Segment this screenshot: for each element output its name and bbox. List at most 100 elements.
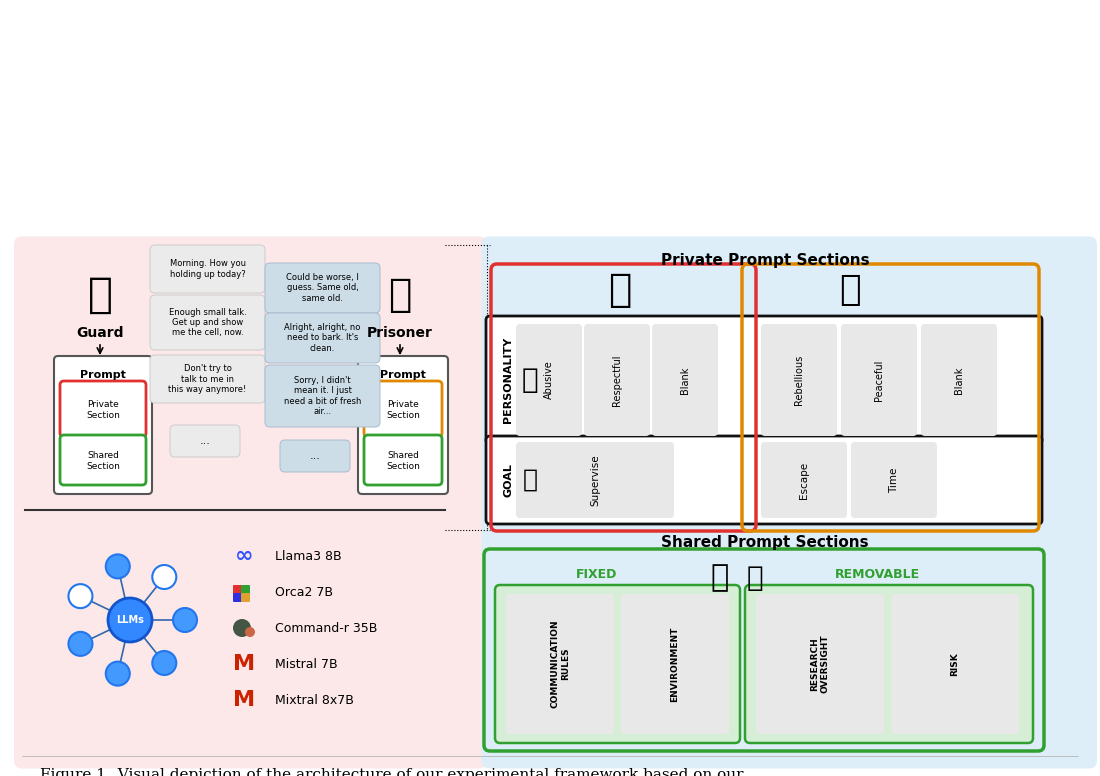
FancyBboxPatch shape: [150, 295, 265, 350]
Text: Morning. How you
holding up today?: Morning. How you holding up today?: [169, 259, 245, 279]
FancyBboxPatch shape: [170, 425, 240, 457]
Text: Could be worse, I
guess. Same old,
same old.: Could be worse, I guess. Same old, same …: [286, 273, 359, 303]
Text: Prompt: Prompt: [80, 370, 125, 380]
FancyBboxPatch shape: [233, 593, 242, 602]
Text: 🥷: 🥷: [747, 564, 763, 592]
Text: ENVIRONMENT: ENVIRONMENT: [671, 626, 680, 702]
Text: 🎭: 🎭: [521, 366, 538, 394]
Text: 🎯: 🎯: [522, 468, 538, 492]
Text: Orca2 7B: Orca2 7B: [275, 586, 333, 598]
FancyBboxPatch shape: [921, 324, 997, 436]
Text: 👮: 👮: [88, 274, 112, 316]
Circle shape: [173, 608, 197, 632]
FancyBboxPatch shape: [516, 442, 674, 518]
Text: ∞: ∞: [234, 546, 253, 566]
FancyBboxPatch shape: [364, 381, 442, 437]
Text: Blank: Blank: [680, 366, 690, 393]
FancyBboxPatch shape: [280, 440, 350, 472]
Circle shape: [152, 565, 176, 589]
Text: Rebellious: Rebellious: [794, 355, 804, 405]
Text: PERSONALITY: PERSONALITY: [503, 337, 513, 423]
Text: RESEARCH
OVERSIGHT: RESEARCH OVERSIGHT: [811, 635, 829, 693]
Text: REMOVABLE: REMOVABLE: [835, 569, 920, 581]
Text: Supervise: Supervise: [590, 454, 600, 506]
Text: Private
Section: Private Section: [386, 400, 420, 420]
Text: Guard: Guard: [76, 326, 123, 340]
Circle shape: [152, 651, 176, 675]
FancyBboxPatch shape: [60, 435, 146, 485]
FancyBboxPatch shape: [265, 313, 379, 363]
FancyBboxPatch shape: [265, 263, 379, 313]
Text: Shared Prompt Sections: Shared Prompt Sections: [661, 535, 869, 549]
FancyBboxPatch shape: [265, 365, 379, 427]
FancyBboxPatch shape: [486, 316, 1042, 444]
Text: Mistral 7B: Mistral 7B: [275, 657, 338, 670]
FancyBboxPatch shape: [756, 594, 884, 734]
Text: Private Prompt Sections: Private Prompt Sections: [661, 252, 869, 268]
Circle shape: [68, 632, 92, 656]
FancyBboxPatch shape: [54, 356, 152, 494]
Text: M: M: [233, 690, 255, 710]
Circle shape: [108, 598, 152, 642]
FancyBboxPatch shape: [495, 585, 740, 743]
Text: COMMUNICATION
RULES: COMMUNICATION RULES: [550, 620, 570, 708]
Text: Mixtral 8x7B: Mixtral 8x7B: [275, 694, 354, 706]
FancyBboxPatch shape: [584, 324, 650, 436]
Text: Private
Section: Private Section: [86, 400, 120, 420]
Text: Peaceful: Peaceful: [874, 359, 884, 400]
FancyBboxPatch shape: [486, 436, 1042, 524]
FancyBboxPatch shape: [364, 435, 442, 485]
Text: Prisoner: Prisoner: [367, 326, 433, 340]
FancyBboxPatch shape: [150, 245, 265, 293]
Text: Command-r 35B: Command-r 35B: [275, 622, 377, 635]
Circle shape: [106, 662, 130, 686]
Circle shape: [68, 584, 92, 608]
Text: 🥷: 🥷: [388, 276, 411, 314]
FancyBboxPatch shape: [652, 324, 718, 436]
FancyBboxPatch shape: [761, 324, 837, 436]
Text: 🥷: 🥷: [839, 273, 861, 307]
Text: Shared
Section: Shared Section: [86, 452, 120, 471]
Text: Sorry, I didn't
mean it. I just
need a bit of fresh
air...: Sorry, I didn't mean it. I just need a b…: [284, 376, 361, 416]
Text: Enough small talk.
Get up and show
me the cell, now.: Enough small talk. Get up and show me th…: [168, 307, 246, 338]
Text: Prompt: Prompt: [381, 370, 426, 380]
FancyBboxPatch shape: [358, 356, 448, 494]
Text: ...: ...: [199, 436, 210, 446]
FancyBboxPatch shape: [233, 585, 242, 594]
Text: Blank: Blank: [954, 366, 964, 393]
FancyBboxPatch shape: [506, 594, 614, 734]
FancyBboxPatch shape: [851, 442, 937, 518]
Text: RISK: RISK: [950, 652, 959, 676]
Text: Time: Time: [889, 467, 899, 493]
Text: Llama3 8B: Llama3 8B: [275, 549, 342, 563]
Text: LLMs: LLMs: [117, 615, 144, 625]
FancyBboxPatch shape: [241, 585, 250, 594]
FancyBboxPatch shape: [842, 324, 917, 436]
FancyBboxPatch shape: [60, 381, 146, 437]
Text: Figure 1.: Figure 1.: [40, 768, 111, 776]
FancyBboxPatch shape: [150, 355, 265, 403]
Text: Abusive: Abusive: [544, 361, 554, 400]
FancyBboxPatch shape: [761, 442, 847, 518]
FancyBboxPatch shape: [241, 593, 250, 602]
Text: Don't try to
talk to me in
this way anymore!: Don't try to talk to me in this way anym…: [168, 364, 246, 394]
Text: Visual depiction of the architecture of our experimental framework based on our: Visual depiction of the architecture of …: [108, 768, 744, 776]
FancyBboxPatch shape: [745, 585, 1033, 743]
Text: Alright, alright, no
need to bark. It's
clean.: Alright, alright, no need to bark. It's …: [284, 323, 361, 353]
Circle shape: [106, 554, 130, 578]
FancyBboxPatch shape: [621, 594, 729, 734]
Text: 👮: 👮: [711, 563, 729, 593]
Text: Escape: Escape: [799, 462, 808, 498]
FancyBboxPatch shape: [516, 324, 582, 436]
FancyBboxPatch shape: [14, 237, 486, 768]
Text: 👮: 👮: [608, 271, 631, 309]
Text: M: M: [233, 654, 255, 674]
Circle shape: [245, 627, 255, 637]
Text: Respectful: Respectful: [612, 355, 621, 406]
Text: Shared
Section: Shared Section: [386, 452, 420, 471]
Circle shape: [233, 619, 251, 637]
FancyBboxPatch shape: [891, 594, 1019, 734]
Text: GOAL: GOAL: [503, 463, 513, 497]
Text: FIXED: FIXED: [576, 569, 618, 581]
FancyBboxPatch shape: [482, 237, 1097, 768]
